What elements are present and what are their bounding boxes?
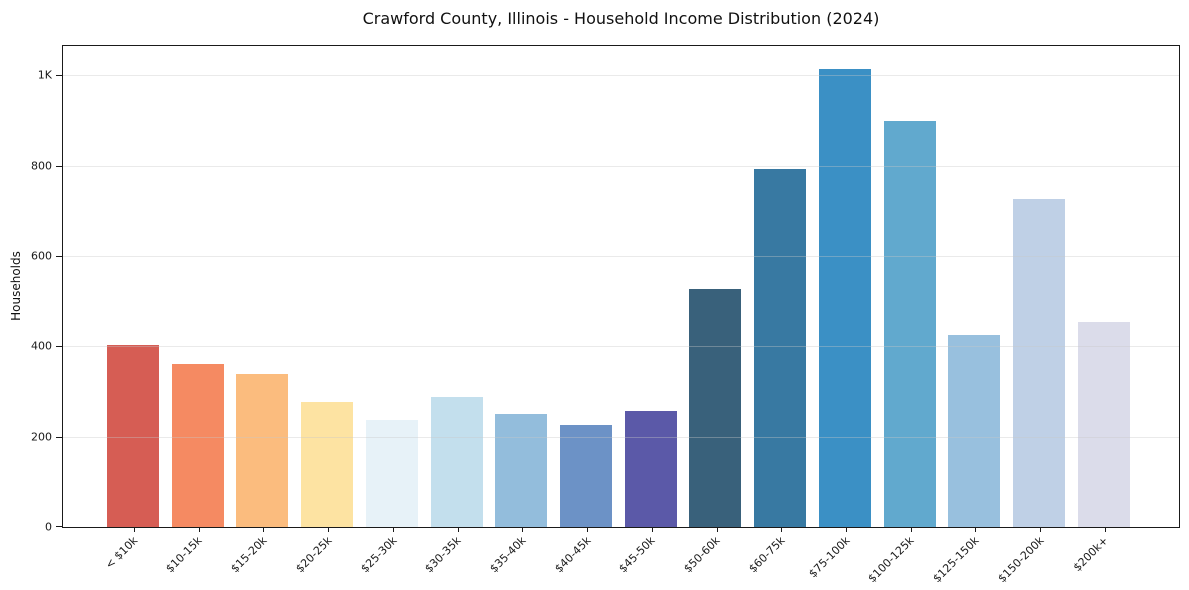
x-tick-label: $50-60k: [681, 534, 723, 576]
bar-25-30k: [365, 420, 418, 527]
gridline-1K: [63, 75, 1179, 77]
bar-20-25k: [301, 401, 354, 527]
x-tick-mark: [975, 527, 977, 532]
x-tick-label: $125-150k: [930, 534, 982, 586]
y-tick-mark: [56, 436, 63, 438]
x-tick-label: $45-50k: [616, 534, 658, 576]
y-tick-mark: [56, 256, 63, 257]
x-tick-mark: [910, 527, 912, 532]
x-tick-label: < $10k: [102, 534, 141, 572]
x-tick-mark: [522, 527, 524, 532]
x-tick-label: $40-45k: [551, 534, 594, 576]
x-tick-label: $150-200k: [995, 534, 1047, 586]
y-tick-mark: [56, 165, 63, 167]
bar-45-50k: [624, 410, 677, 527]
x-tick-mark: [457, 527, 459, 532]
x-tick-mark: [198, 527, 200, 532]
gridline-800: [63, 165, 1179, 167]
x-tick-mark: [845, 527, 847, 532]
bar-200k: [1077, 321, 1130, 527]
y-tick-mark: [56, 75, 63, 77]
x-tick-label: $60-75k: [746, 534, 788, 576]
bar-30-35k: [430, 396, 483, 527]
bar-50-60k: [689, 288, 742, 527]
x-tick-label: $200k+: [1070, 534, 1111, 575]
x-tick-mark: [392, 527, 394, 532]
x-tick-label: $15-20k: [228, 534, 270, 576]
x-tick-mark: [716, 527, 718, 532]
y-tick-label: 1K: [37, 68, 52, 82]
y-tick-label: 400: [31, 339, 52, 353]
bar-40-45k: [560, 424, 613, 527]
x-tick-mark: [1104, 527, 1106, 532]
y-axis-label: Households: [9, 251, 23, 321]
y-tick-mark: [56, 526, 63, 527]
x-tick-mark: [1040, 527, 1042, 532]
plot-area: 0 200 400 600 800 1K < $10k $10-15k $15-20k $20-2…: [31, 45, 1180, 585]
x-tick-label: $30-35k: [422, 534, 464, 576]
y-tick-label: 800: [31, 159, 52, 173]
x-tick-label: $25-30k: [357, 534, 400, 576]
y-tick-label: 0: [45, 520, 52, 534]
bar-35-40k: [495, 414, 548, 527]
y-tick-mark: [56, 346, 63, 348]
x-tick-label: $100-125k: [865, 534, 917, 586]
y-tick-label: 600: [31, 249, 52, 263]
gridline-400: [63, 346, 1179, 348]
x-tick-mark: [587, 527, 588, 532]
gridline-200: [63, 436, 1179, 438]
x-tick-label: $75-100k: [805, 534, 853, 581]
x-tick-label: $35-40k: [487, 534, 529, 576]
x-tick-mark: [263, 527, 265, 532]
bar-125-150k: [948, 335, 1001, 527]
bar-100-125k: [883, 120, 936, 527]
bar-15-20k: [236, 374, 289, 527]
x-tick-mark: [651, 527, 653, 532]
gridline-600: [63, 256, 1179, 257]
bar-10-15k: [171, 363, 224, 527]
chart-title: Crawford County, Illinois - Household In…: [362, 9, 880, 28]
x-tick-label: $10-15k: [163, 534, 205, 576]
bar-10k: [107, 345, 159, 527]
x-tick-mark: [328, 527, 330, 532]
x-tick-label: $20-25k: [293, 534, 335, 576]
bar-60-75k: [754, 168, 807, 527]
bar-150-200k: [1013, 198, 1066, 527]
x-tick-mark: [134, 527, 135, 532]
bar-75-100k: [818, 69, 871, 527]
x-tick-mark: [781, 527, 783, 532]
bars-container: [107, 46, 1130, 527]
y-tick-label: 200: [31, 430, 52, 444]
